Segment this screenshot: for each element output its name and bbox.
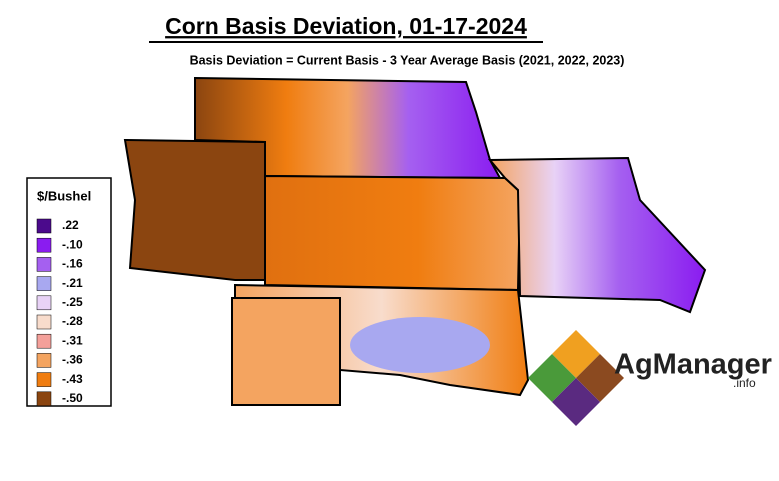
logo-tile <box>552 378 600 426</box>
legend-swatch <box>36 257 52 272</box>
legend-swatch <box>36 353 52 368</box>
title: Corn Basis Deviation, 01-17-2024 <box>165 13 527 39</box>
legend-label: -.21 <box>62 276 83 290</box>
legend-swatch <box>36 314 52 330</box>
texas-panhandle <box>231 297 341 406</box>
legend-swatch <box>36 333 52 349</box>
kansas <box>264 174 522 292</box>
legend-box <box>26 177 112 407</box>
legend-label: -.43 <box>62 372 83 386</box>
legend-label: .22 <box>62 218 79 232</box>
missouri <box>487 156 707 314</box>
colorado <box>123 138 266 281</box>
legend-label: -.50 <box>62 391 83 405</box>
legend-label: -.28 <box>62 314 83 328</box>
legend-label: -.10 <box>62 237 83 251</box>
legend-swatch <box>36 372 52 387</box>
legend-swatch <box>36 218 52 234</box>
subtitle: Basis Deviation = Current Basis - 3 Year… <box>190 53 625 67</box>
map <box>123 76 707 406</box>
legend-title: $/Bushel <box>37 188 91 203</box>
legend-label: -.31 <box>62 333 83 347</box>
oklahoma-region <box>350 317 490 373</box>
legend-items: .22 -.10 -.16 -.21 -.25 -.28 -.31 -.36 -.43 -.50 <box>36 218 83 407</box>
legend-label: -.16 <box>62 257 83 271</box>
legend-swatch <box>36 295 52 311</box>
logo: AgManager .info <box>528 330 772 426</box>
legend-swatch <box>36 391 52 407</box>
legend-label: -.36 <box>62 353 83 367</box>
logo-name: AgManager <box>614 349 772 381</box>
legend-swatch <box>36 237 52 253</box>
logo-suffix: .info <box>733 376 756 390</box>
legend-swatch <box>36 276 52 291</box>
legend-label: -.25 <box>62 295 83 309</box>
